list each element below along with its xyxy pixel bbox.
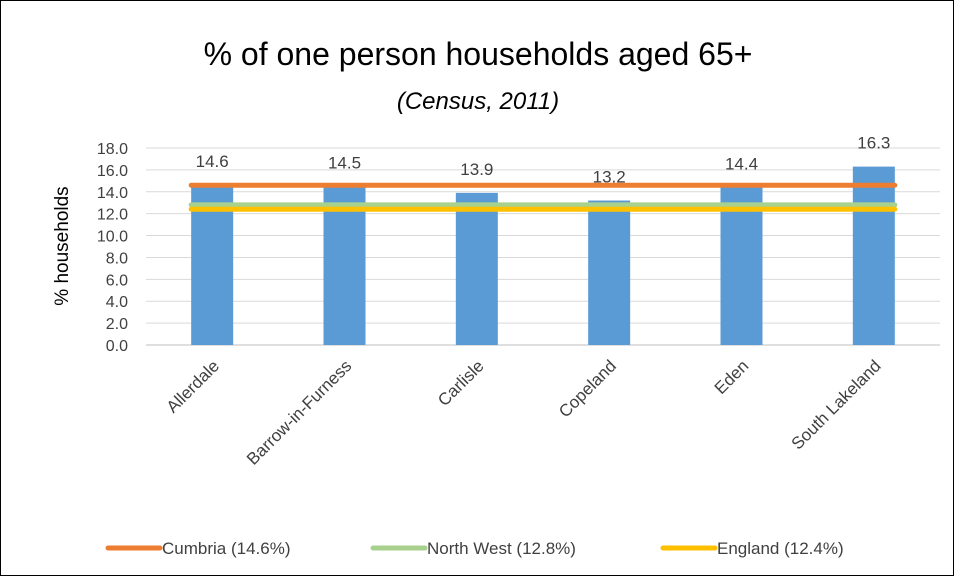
bar (852, 166, 895, 345)
y-tick-label: 8.0 (106, 250, 128, 267)
y-tick-label: 2.0 (106, 316, 128, 333)
data-label: 13.2 (593, 168, 626, 187)
legend: Cumbria (14.6%) North West (12.8%) England… (105, 539, 844, 558)
data-label: 14.6 (196, 152, 229, 171)
y-tick-label: 10.0 (97, 229, 128, 246)
y-tick-label: 6.0 (106, 272, 128, 289)
bars (191, 166, 895, 345)
y-axis-label: % households (52, 186, 73, 305)
data-label: 13.9 (460, 160, 493, 179)
y-tick-label: 4.0 (106, 294, 128, 311)
x-tick-label: Eden (711, 356, 753, 398)
x-tick-label: Barrow-in-Furness (243, 356, 355, 468)
bar (588, 200, 631, 345)
bar (323, 186, 366, 345)
y-tick-label: 12.0 (97, 207, 128, 224)
bar (191, 185, 234, 345)
y-tick-label: 18.0 (97, 141, 128, 158)
legend-label: Cumbria (14.6%) (162, 539, 291, 558)
reference-lines (188, 182, 898, 212)
x-tick-label: Carlisle (434, 356, 488, 410)
data-labels: 14.6 14.5 13.9 13.2 14.4 16.3 (196, 134, 891, 187)
data-label: 16.3 (857, 134, 890, 153)
y-axis-ticks: 0.0 2.0 4.0 6.0 8.0 10.0 12.0 14.0 16.0 18.0 (97, 141, 128, 355)
x-axis-ticks: Allerdale Barrow-in-Furness Carlisle Copela… (163, 356, 885, 468)
legend-label: England (12.4%) (717, 539, 844, 558)
data-label: 14.5 (328, 153, 361, 172)
chart-title: % of one person households aged 65+ (204, 36, 753, 72)
y-tick-label: 16.0 (97, 163, 128, 180)
chart-subtitle: (Census, 2011) (397, 88, 559, 115)
data-label: 14.4 (725, 154, 758, 173)
bar (720, 187, 763, 345)
x-tick-label: South Lakeland (788, 356, 885, 453)
x-tick-label: Allerdale (163, 356, 223, 416)
y-tick-label: 0.0 (106, 338, 128, 355)
bar (455, 192, 498, 345)
y-tick-label: 14.0 (97, 185, 128, 202)
x-tick-label: Copeland (555, 356, 620, 421)
gridlines (146, 147, 940, 346)
legend-label: North West (12.8%) (427, 539, 576, 558)
